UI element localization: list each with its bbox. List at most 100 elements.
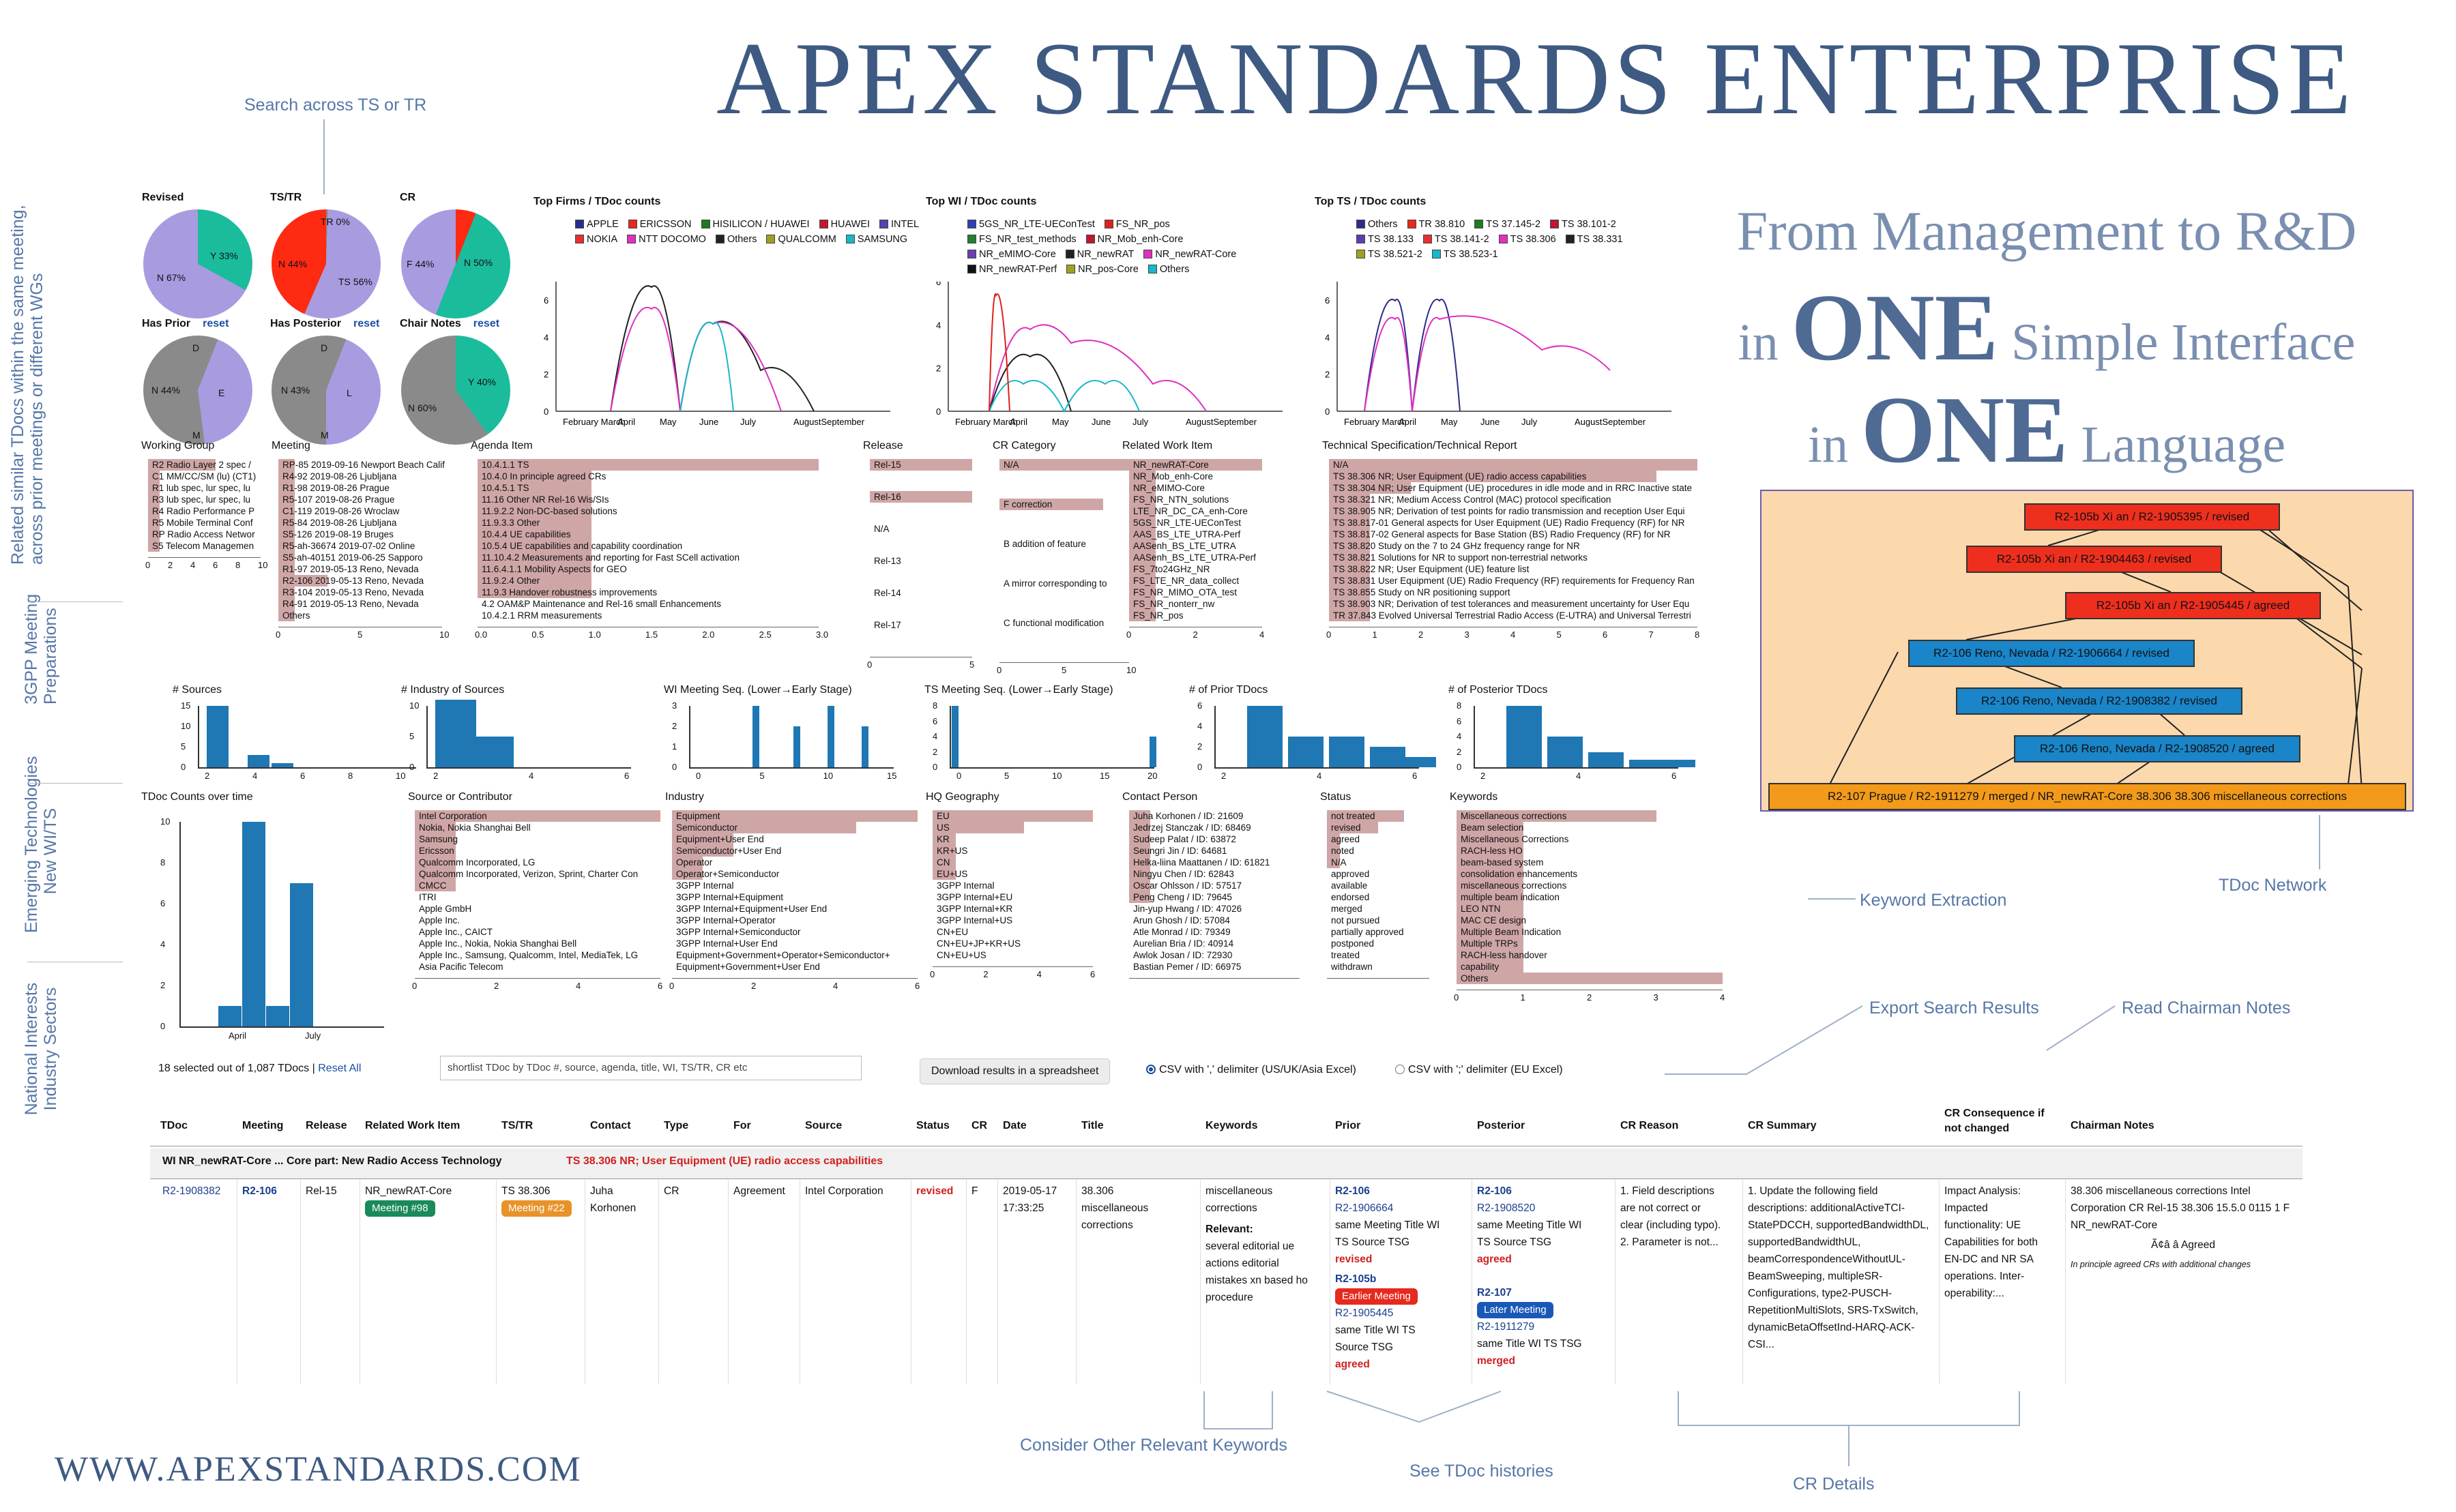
csv-us-option[interactable]: CSV with ',' delimiter (US/UK/Asia Excel… [1146,1064,1356,1076]
row-bar[interactable]: Samsung [415,833,458,845]
row-bar[interactable]: Apple Inc. [419,915,460,925]
row-bar[interactable]: TS 38.821 Solutions for NR to support no… [1329,552,1588,563]
row-bar[interactable]: postponed [1331,938,1375,949]
column-header[interactable]: Keywords [1205,1120,1258,1131]
histogram-bar[interactable] [1329,737,1364,767]
histogram-bar[interactable] [828,706,834,767]
row-bar[interactable]: Equipment+Government+Operator+Semiconduc… [676,950,890,960]
row-bar[interactable]: Semiconductor [672,822,856,833]
row-bar[interactable]: miscellaneous corrections [1457,880,1566,891]
row-bar[interactable]: Qualcomm Incorporated, LG [415,857,535,868]
row-bar[interactable]: 3GPP Internal+Equipment+User End [676,904,828,914]
row-bar[interactable]: ITRI [419,892,437,902]
row-bar[interactable]: R3-104 2019-05-13 Reno, Nevada [278,587,424,598]
row-bar[interactable]: partially approved [1331,927,1404,937]
row-bar[interactable]: 3GPP Internal+EU [937,892,1013,902]
row-bar[interactable]: 11.6.4.1.1 Mobility Aspects for GEO [478,563,627,575]
column-header[interactable]: Contact [590,1120,631,1131]
histogram-bar[interactable] [1588,752,1624,767]
column-header[interactable]: Status [916,1120,950,1131]
histogram-bar[interactable] [1547,737,1583,767]
row-bar[interactable]: CN+EU+JP+KR+US [937,938,1021,949]
row-bar[interactable]: AASenh_BS_LTE_UTRA-Perf [1129,552,1256,563]
row-bar[interactable]: N/A [1329,459,1697,471]
row-bar[interactable]: CN+EU [937,927,969,937]
row-bar[interactable]: R2-106 2019-05-13 Reno, Nevada [278,575,424,587]
legend-item[interactable]: NR_Mob_enh-Core [1085,232,1183,247]
row-bar[interactable]: merged [1331,904,1362,914]
row-bar[interactable]: 3GPP Internal [676,880,734,891]
column-header[interactable]: Posterior [1477,1120,1525,1131]
row-bar[interactable]: 11.16 Other NR Rel-16 Wis/SIs [478,494,609,505]
row-bar[interactable]: 4.2 OAM&P Maintenance and Rel-16 small E… [482,599,721,609]
network-node[interactable]: R2-106 Reno, Nevada / R2-1908382 / revis… [1956,687,2242,715]
row-bar[interactable]: Equipment+Government+User End [676,962,820,972]
row-bar[interactable]: beam-based system [1457,857,1544,868]
time-bar[interactable] [242,822,265,1026]
legend-item[interactable]: TS 38.331 [1565,232,1623,247]
reset-link[interactable]: reset [473,318,500,329]
row-bar[interactable]: treated [1331,950,1360,960]
pie-chart[interactable]: Y 33% N 67% [143,209,252,318]
row-bar[interactable]: Bastian Pemer / ID: 66975 [1133,962,1242,972]
time-bar[interactable] [290,883,313,1026]
row-bar[interactable]: S5-ah-40151 2019-06-25 Sapporo [278,552,423,563]
row-bar[interactable]: not treated [1327,810,1404,822]
row-bar[interactable]: 3GPP Internal+KR [937,904,1013,914]
row-bar[interactable]: LEO NTN [1457,903,1523,915]
legend-item[interactable]: TS 38.523-1 [1431,247,1498,262]
column-header[interactable]: Meeting [242,1120,284,1131]
row-bar[interactable]: FS_NR_NTN_solutions [1129,494,1229,505]
column-header[interactable]: For [733,1120,751,1131]
row-bar[interactable]: TS 38.817-01 General aspects for User Eq… [1329,517,1684,529]
row-bar[interactable]: revised [1327,822,1378,833]
reset-link[interactable]: reset [353,318,380,329]
row-bar[interactable]: approved [1331,869,1370,879]
row-bar[interactable]: TS 38.321 NR; Medium Access Control (MAC… [1329,494,1611,505]
row-bar[interactable]: US [933,822,1025,833]
later-meeting-pill[interactable]: Later Meeting [1477,1302,1553,1318]
row-bar[interactable]: RACH-less HO [1457,845,1523,857]
tdoc-link[interactable]: R2-1908382 [162,1185,221,1197]
row-bar[interactable]: 11.9.2.4 Other [478,575,591,587]
legend-item[interactable]: INTEL [879,217,919,232]
time-bar[interactable] [218,1006,242,1026]
row-bar[interactable]: CN+EU+US [937,950,986,960]
row-bar[interactable]: Rel-17 [874,620,901,630]
row-bar[interactable]: Rel-13 [874,556,901,566]
row-bar[interactable]: KR+US [933,845,967,857]
legend-item[interactable]: Others [715,232,757,247]
pie-chart[interactable]: D N 44% E M [143,336,252,445]
row-bar[interactable]: R5-84 2019-08-26 Ljubljana [278,517,396,529]
column-header[interactable]: CR Summary [1748,1120,1817,1131]
row-bar[interactable]: 3GPP Internal+User End [676,938,778,949]
row-bar[interactable]: NR_Mob_enh-Core [1129,471,1213,482]
legend-item[interactable]: TS 38.133 [1356,232,1414,247]
column-header[interactable]: Prior [1335,1120,1361,1131]
pie-chart[interactable]: F 44% N 50% [401,209,510,318]
row-bar[interactable]: CMCC [415,880,456,891]
column-header[interactable]: CR Consequence if not changed [1944,1108,2045,1134]
histogram-bar[interactable] [207,706,229,767]
row-bar[interactable]: Others [1457,973,1723,984]
row-bar[interactable]: Rel-14 [874,588,901,598]
row-bar[interactable]: Apple Inc., CAICT [419,927,493,937]
row-bar[interactable]: 10.4.0 In principle agreed CRs [478,471,606,482]
row-bar[interactable]: Miscellaneous corrections [1457,810,1656,822]
row-bar[interactable]: Apple Inc., Samsung, Qualcomm, Intel, Me… [419,950,639,960]
row-bar[interactable]: Atle Monrad / ID: 79349 [1133,927,1231,937]
row-bar[interactable]: Jin-yup Hwang / ID: 47026 [1133,904,1242,914]
column-header[interactable]: Date [1003,1120,1027,1131]
row-bar[interactable]: N/A [874,524,890,534]
column-header[interactable]: Title [1081,1120,1104,1131]
row-bar[interactable]: R5-ah-36674 2019-07-02 Online [278,540,415,552]
network-node[interactable]: R2-105b Xi an / R2-1904463 / revised [1966,546,2222,573]
row-bar[interactable]: TS 38.831 User Equipment (UE) Radio Freq… [1329,575,1695,587]
histogram-bar[interactable] [1506,706,1542,767]
row-bar[interactable]: 11.9.3.3 Other [478,517,591,529]
row-bar[interactable]: Operator [672,857,712,868]
column-header[interactable]: Source [805,1120,843,1131]
row-bar[interactable]: 11.9.3 Handover robustness improvements [478,587,657,598]
row-bar[interactable]: N/A [1327,857,1347,868]
network-node[interactable]: R2-107 Prague / R2-1911279 / merged / NR… [1768,783,2406,810]
